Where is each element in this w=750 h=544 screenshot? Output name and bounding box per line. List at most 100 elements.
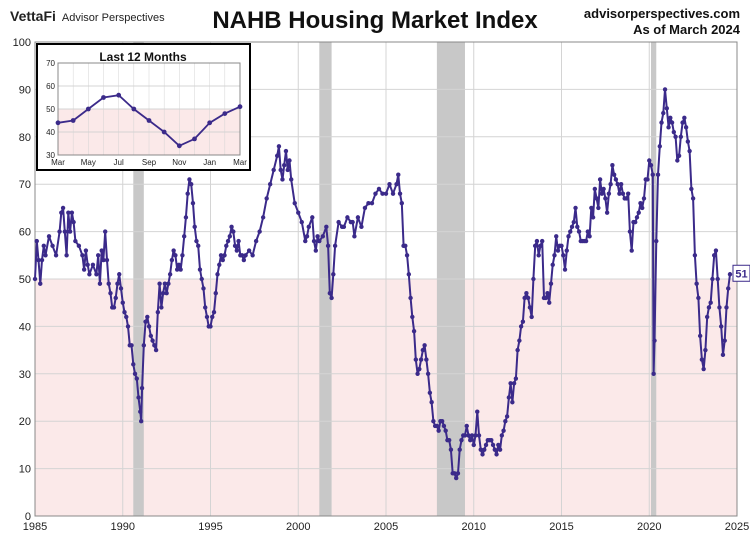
data-point xyxy=(313,248,318,253)
data-point xyxy=(215,272,220,277)
data-point xyxy=(543,295,548,301)
data-point xyxy=(201,286,206,291)
data-point xyxy=(592,186,598,192)
data-point xyxy=(518,324,524,329)
data-point xyxy=(159,305,164,310)
inset-data-point xyxy=(55,120,61,126)
data-point xyxy=(617,191,622,196)
data-point xyxy=(104,257,110,263)
data-point xyxy=(587,234,592,239)
data-point xyxy=(204,314,210,320)
data-point xyxy=(69,210,75,215)
data-point xyxy=(659,120,664,125)
data-point xyxy=(404,253,410,258)
x-tick-label: 2010 xyxy=(462,521,486,533)
inset-x-tick-label: Mar xyxy=(233,158,247,167)
data-point xyxy=(627,229,633,234)
data-point xyxy=(719,324,724,329)
y-tick-label: 30 xyxy=(19,369,31,381)
data-point xyxy=(701,366,706,372)
data-point xyxy=(439,419,445,424)
data-point xyxy=(589,205,594,211)
data-point xyxy=(462,433,468,438)
data-point xyxy=(106,281,111,286)
data-point xyxy=(422,343,427,348)
data-point xyxy=(417,366,422,372)
data-point xyxy=(39,257,45,263)
chart-title: NAHB Housing Market Index xyxy=(212,7,538,34)
data-point xyxy=(715,276,720,282)
data-point xyxy=(431,419,436,424)
data-point xyxy=(71,219,76,225)
data-point xyxy=(306,224,311,230)
data-point xyxy=(194,238,199,244)
data-point xyxy=(522,295,527,301)
inset-x-tick-label: Jul xyxy=(114,158,124,167)
data-point xyxy=(169,257,175,263)
data-point xyxy=(352,234,357,239)
inset-data-point xyxy=(70,118,76,123)
data-point xyxy=(113,295,118,301)
data-point xyxy=(515,347,520,353)
data-point xyxy=(448,447,454,452)
data-point xyxy=(141,343,147,348)
data-point xyxy=(271,167,276,173)
inset-data-point xyxy=(192,136,197,142)
data-point xyxy=(332,243,338,249)
data-point xyxy=(380,191,385,196)
data-point xyxy=(160,291,166,296)
data-point xyxy=(697,333,703,339)
data-point xyxy=(213,291,218,296)
data-point xyxy=(708,300,713,305)
data-point xyxy=(680,120,685,125)
data-point xyxy=(180,253,185,258)
data-point xyxy=(53,253,59,258)
data-point xyxy=(641,196,647,201)
data-point xyxy=(597,177,603,182)
data-point xyxy=(601,186,606,192)
y-tick-label: 20 xyxy=(19,416,31,428)
as-of-date: As of March 2024 xyxy=(633,22,740,37)
data-point xyxy=(610,163,615,168)
x-tick-label: 2025 xyxy=(725,521,749,533)
inset-data-point xyxy=(101,95,106,100)
data-point xyxy=(503,419,508,424)
y-tick-label: 60 xyxy=(19,227,31,239)
data-point xyxy=(225,238,231,244)
data-point xyxy=(34,238,39,244)
inset-data-point xyxy=(85,106,91,112)
data-point xyxy=(457,447,462,452)
data-point xyxy=(304,234,310,239)
data-point xyxy=(648,163,654,168)
data-point xyxy=(285,167,290,173)
data-point xyxy=(466,433,471,438)
data-point xyxy=(217,262,222,267)
data-point xyxy=(117,272,122,277)
data-point xyxy=(155,309,161,315)
data-point xyxy=(657,144,662,149)
data-point xyxy=(425,371,431,376)
y-tick-label: 0 xyxy=(25,511,31,523)
data-point xyxy=(227,234,233,239)
data-point xyxy=(689,186,694,192)
data-point xyxy=(576,229,582,234)
data-point xyxy=(717,305,722,310)
data-point xyxy=(618,182,624,187)
data-point xyxy=(420,347,426,353)
data-point xyxy=(550,262,555,267)
data-point xyxy=(32,276,38,282)
data-point xyxy=(234,248,240,253)
data-point xyxy=(176,262,182,267)
data-point xyxy=(64,253,69,258)
data-point xyxy=(253,238,259,244)
data-point xyxy=(517,338,522,343)
data-point xyxy=(524,291,529,296)
data-point xyxy=(655,172,661,177)
data-point xyxy=(476,433,482,438)
data-point xyxy=(554,234,559,239)
data-point xyxy=(666,125,671,130)
data-point xyxy=(471,442,476,448)
data-point xyxy=(376,186,382,192)
data-point xyxy=(687,148,692,154)
